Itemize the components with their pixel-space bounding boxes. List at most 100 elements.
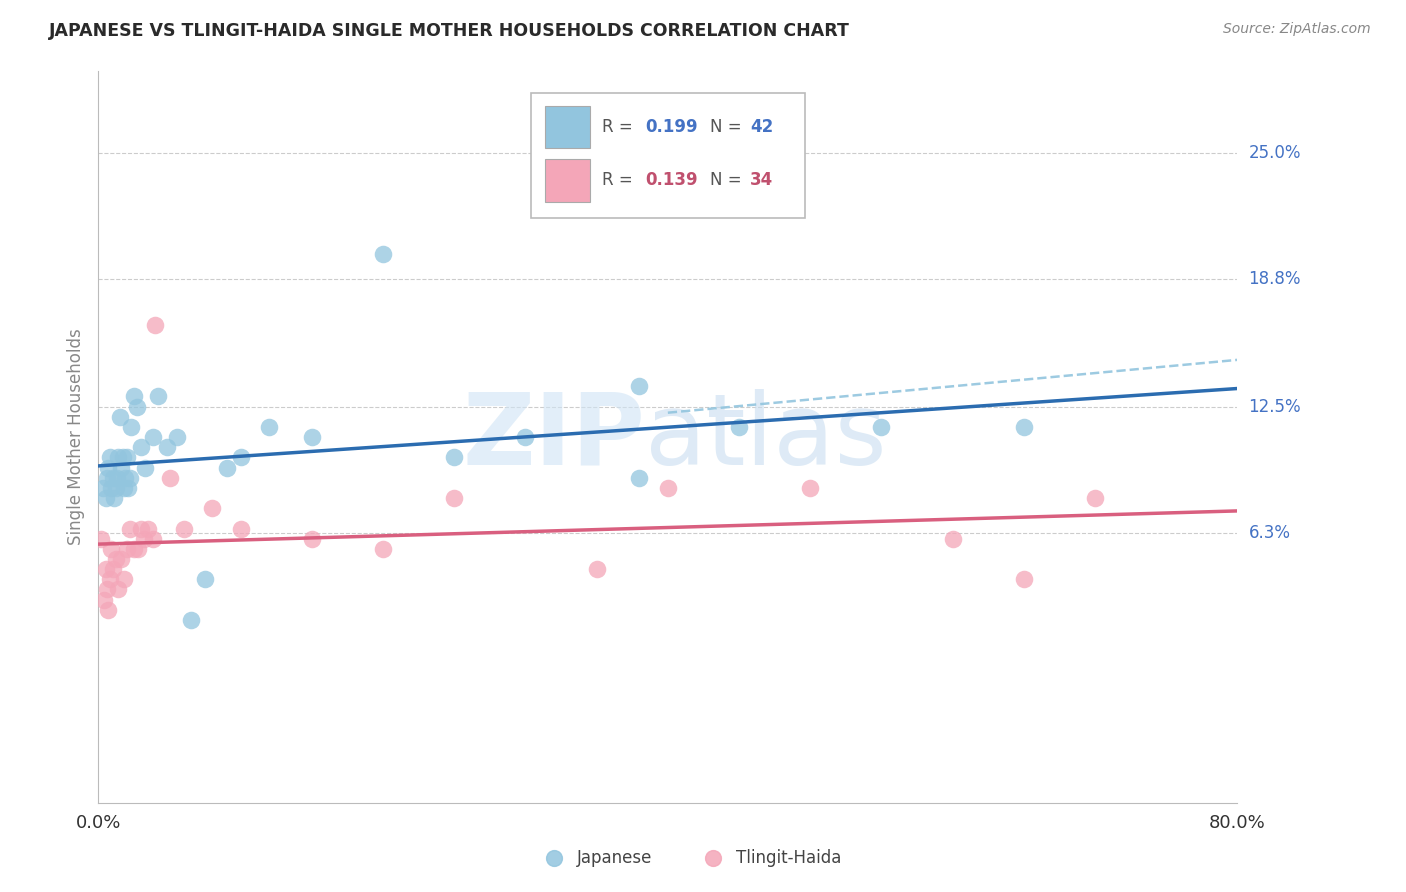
Point [129, 521, 152, 535]
Point [628, 471, 651, 485]
Point [101, 562, 124, 576]
Point [194, 572, 217, 586]
Point [110, 460, 132, 475]
Point [229, 450, 252, 465]
Point [141, 532, 163, 546]
Point [112, 572, 135, 586]
Point [120, 420, 142, 434]
Point [657, 481, 679, 495]
Point [301, 532, 323, 546]
Text: 6.3%: 6.3% [1249, 524, 1291, 541]
Point [118, 521, 141, 535]
Point [94, 491, 117, 505]
Point [515, 430, 537, 444]
Point [117, 481, 139, 495]
Point [136, 521, 159, 535]
Text: 25.0%: 25.0% [1249, 144, 1301, 161]
Text: 0.199: 0.199 [645, 118, 697, 136]
Point [110, 552, 132, 566]
Text: Source: ZipAtlas.com: Source: ZipAtlas.com [1223, 22, 1371, 37]
Point [94, 562, 117, 576]
Point [90, 532, 112, 546]
Point [585, 562, 607, 576]
Point [301, 430, 323, 444]
Point [180, 613, 202, 627]
Y-axis label: Single Mother Households: Single Mother Households [66, 329, 84, 545]
Point [132, 532, 155, 546]
Text: R =: R = [602, 118, 638, 136]
Point [101, 471, 124, 485]
Point [443, 491, 465, 505]
Point [107, 582, 129, 597]
Point [148, 389, 170, 403]
FancyBboxPatch shape [546, 106, 591, 148]
Text: N =: N = [710, 171, 747, 189]
Point [127, 541, 149, 556]
Point [108, 409, 131, 424]
Point [373, 247, 395, 261]
Point [259, 420, 281, 434]
Point [125, 400, 148, 414]
Point [103, 491, 125, 505]
Point [1012, 420, 1035, 434]
Point [98, 572, 121, 586]
Point [100, 481, 122, 495]
Text: 34: 34 [749, 171, 773, 189]
Point [728, 420, 751, 434]
Text: Japanese: Japanese [576, 848, 652, 867]
Text: 0.139: 0.139 [645, 171, 697, 189]
Point [443, 450, 465, 465]
Point [1012, 572, 1035, 586]
Text: atlas: atlas [645, 389, 887, 485]
Point [104, 481, 127, 495]
Text: 12.5%: 12.5% [1249, 398, 1301, 416]
Point [96, 471, 118, 485]
Point [129, 440, 152, 454]
Point [96, 582, 118, 597]
Point [201, 501, 224, 516]
Point [111, 450, 134, 465]
Point [657, 805, 679, 820]
Point [1084, 491, 1107, 505]
Point [118, 471, 141, 485]
Point [870, 420, 893, 434]
Point [91, 481, 114, 495]
Point [100, 541, 122, 556]
Point [98, 450, 121, 465]
Point [628, 379, 651, 393]
Point [104, 552, 127, 566]
Point [107, 450, 129, 465]
FancyBboxPatch shape [531, 94, 804, 218]
Text: 42: 42 [749, 118, 773, 136]
Text: Tlingit-Haida: Tlingit-Haida [737, 848, 842, 867]
Point [215, 460, 238, 475]
Point [122, 541, 145, 556]
Point [373, 541, 395, 556]
Text: R =: R = [602, 171, 638, 189]
Point [105, 471, 128, 485]
Point [173, 521, 195, 535]
Text: ZIP: ZIP [463, 389, 645, 485]
Point [134, 460, 156, 475]
Text: 18.8%: 18.8% [1249, 269, 1301, 287]
Point [115, 450, 138, 465]
FancyBboxPatch shape [546, 159, 591, 202]
Text: JAPANESE VS TLINGIT-HAIDA SINGLE MOTHER HOUSEHOLDS CORRELATION CHART: JAPANESE VS TLINGIT-HAIDA SINGLE MOTHER … [49, 22, 851, 40]
Point [93, 592, 115, 607]
Point [942, 532, 965, 546]
Point [856, 805, 879, 820]
Point [115, 541, 138, 556]
Point [141, 430, 163, 444]
Point [229, 521, 252, 535]
Point [799, 481, 821, 495]
Text: N =: N = [710, 118, 747, 136]
Point [97, 460, 120, 475]
Point [112, 481, 135, 495]
Point [166, 430, 188, 444]
Point [156, 440, 179, 454]
Point [114, 471, 136, 485]
Point [159, 471, 181, 485]
Point [97, 603, 120, 617]
Point [122, 389, 145, 403]
Point [145, 318, 167, 333]
